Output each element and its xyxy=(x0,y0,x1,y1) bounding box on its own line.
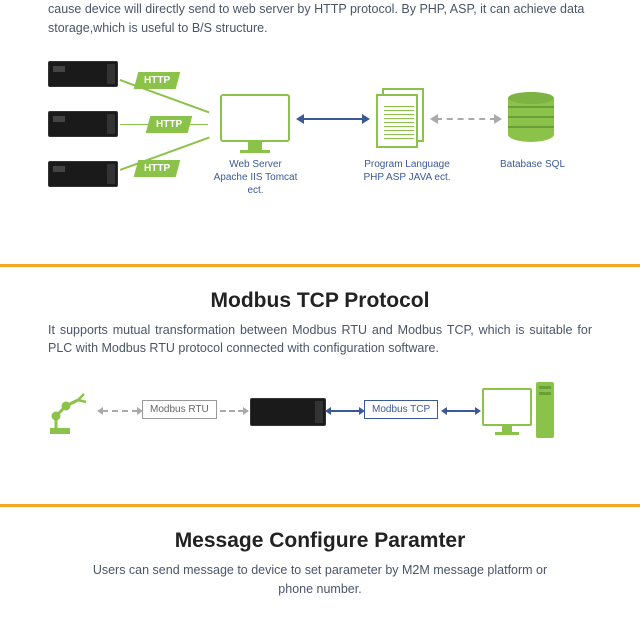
modbus-rtu-tag: Modbus RTU xyxy=(142,400,217,419)
modbus-title: Modbus TCP Protocol xyxy=(48,289,592,313)
arrow-dashed xyxy=(220,410,244,412)
device-icon xyxy=(48,61,118,87)
section-divider xyxy=(0,504,640,507)
http-tag: HTTP xyxy=(134,72,181,89)
http-tag: HTTP xyxy=(134,160,181,177)
device-icon xyxy=(48,161,118,187)
arrow-solid xyxy=(446,410,476,412)
modbus-diagram: Modbus RTU Modbus TCP xyxy=(48,378,592,478)
section-divider xyxy=(0,264,640,267)
device-icon xyxy=(250,398,326,426)
computer-icon xyxy=(482,382,532,435)
modbus-tcp-tag: Modbus TCP xyxy=(364,400,438,419)
database-icon xyxy=(508,92,554,142)
arrow-dashed xyxy=(436,118,496,120)
arrow-dashed xyxy=(102,410,138,412)
webserver-label: Web ServerApache IIS Tomcat ect. xyxy=(208,158,303,197)
message-title: Message Configure Paramter xyxy=(48,529,592,553)
http-section: cause device will directly send to web s… xyxy=(0,0,640,256)
modbus-section: Modbus TCP Protocol It supports mutual t… xyxy=(0,275,640,497)
database-label: Batabase SQL xyxy=(490,158,575,171)
device-icon xyxy=(48,111,118,137)
http-intro-text: cause device will directly send to web s… xyxy=(48,0,592,38)
message-desc: Users can send message to device to set … xyxy=(48,561,592,599)
http-tag: HTTP xyxy=(146,116,193,133)
robot-arm-icon xyxy=(48,386,98,441)
message-section: Message Configure Paramter Users can sen… xyxy=(0,515,640,613)
arrow-bidirectional xyxy=(302,118,364,120)
program-label: Program LanguagePHP ASP JAVA ect. xyxy=(352,158,462,184)
arrow-solid xyxy=(330,410,360,412)
modbus-desc: It supports mutual transformation betwee… xyxy=(48,321,592,359)
http-diagram: HTTP HTTP HTTP Web ServerApache IIS Tomc… xyxy=(48,56,592,236)
webserver-icon xyxy=(220,94,290,153)
